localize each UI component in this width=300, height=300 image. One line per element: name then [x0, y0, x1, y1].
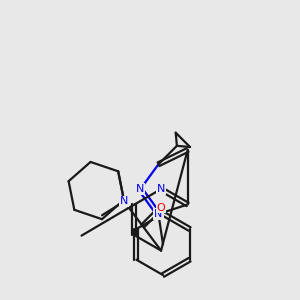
- Text: N: N: [157, 184, 165, 194]
- Text: N: N: [120, 196, 128, 206]
- Text: N: N: [154, 209, 163, 219]
- Text: O: O: [157, 202, 166, 212]
- Text: N: N: [136, 184, 145, 194]
